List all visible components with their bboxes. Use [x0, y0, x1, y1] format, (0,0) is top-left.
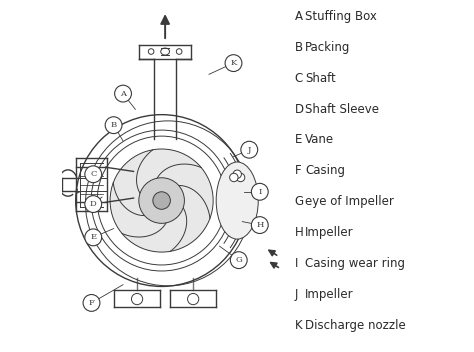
Text: D: D	[295, 102, 304, 115]
Text: B: B	[110, 121, 117, 129]
Circle shape	[131, 294, 143, 305]
Text: I: I	[258, 188, 262, 196]
Text: F: F	[295, 164, 301, 177]
Circle shape	[139, 178, 184, 223]
Circle shape	[115, 85, 131, 102]
Circle shape	[176, 49, 182, 54]
Text: J: J	[295, 288, 298, 301]
Circle shape	[153, 192, 170, 209]
Circle shape	[225, 55, 242, 71]
Text: H: H	[256, 221, 264, 229]
Text: A: A	[295, 10, 303, 23]
Text: eye of Impeller: eye of Impeller	[305, 195, 394, 208]
Circle shape	[83, 295, 100, 311]
Text: F: F	[89, 299, 94, 307]
Circle shape	[105, 117, 122, 133]
Text: C: C	[90, 170, 96, 178]
Circle shape	[230, 252, 247, 269]
Circle shape	[148, 49, 154, 54]
Circle shape	[233, 170, 241, 178]
Text: C: C	[295, 72, 303, 85]
Text: Impeller: Impeller	[305, 288, 354, 301]
Text: Shaft Sleeve: Shaft Sleeve	[305, 102, 379, 115]
Circle shape	[237, 173, 245, 182]
Text: B: B	[295, 41, 303, 54]
Text: G: G	[236, 256, 242, 264]
Text: Vane: Vane	[305, 133, 335, 146]
Text: D: D	[90, 200, 97, 208]
Text: Shaft: Shaft	[305, 72, 336, 85]
Text: A: A	[120, 90, 126, 98]
Circle shape	[241, 141, 258, 158]
Text: Packing: Packing	[305, 41, 351, 54]
Text: Discharge nozzle: Discharge nozzle	[305, 319, 406, 332]
Text: Impeller: Impeller	[305, 226, 354, 239]
Text: E: E	[295, 133, 302, 146]
Text: E: E	[90, 233, 96, 241]
Text: K: K	[230, 59, 237, 67]
Text: G: G	[295, 195, 304, 208]
Text: Casing: Casing	[305, 164, 346, 177]
Ellipse shape	[110, 149, 213, 252]
Text: Stuffing Box: Stuffing Box	[305, 10, 377, 23]
Text: I: I	[295, 257, 298, 270]
Text: K: K	[295, 319, 302, 332]
Circle shape	[251, 183, 268, 200]
Circle shape	[229, 173, 238, 182]
Text: H: H	[295, 226, 304, 239]
Circle shape	[85, 229, 101, 246]
Circle shape	[85, 196, 101, 213]
Text: Casing wear ring: Casing wear ring	[305, 257, 405, 270]
Text: J: J	[247, 146, 251, 154]
Circle shape	[251, 217, 268, 233]
Ellipse shape	[216, 162, 258, 239]
Circle shape	[188, 294, 199, 305]
Circle shape	[85, 166, 101, 183]
